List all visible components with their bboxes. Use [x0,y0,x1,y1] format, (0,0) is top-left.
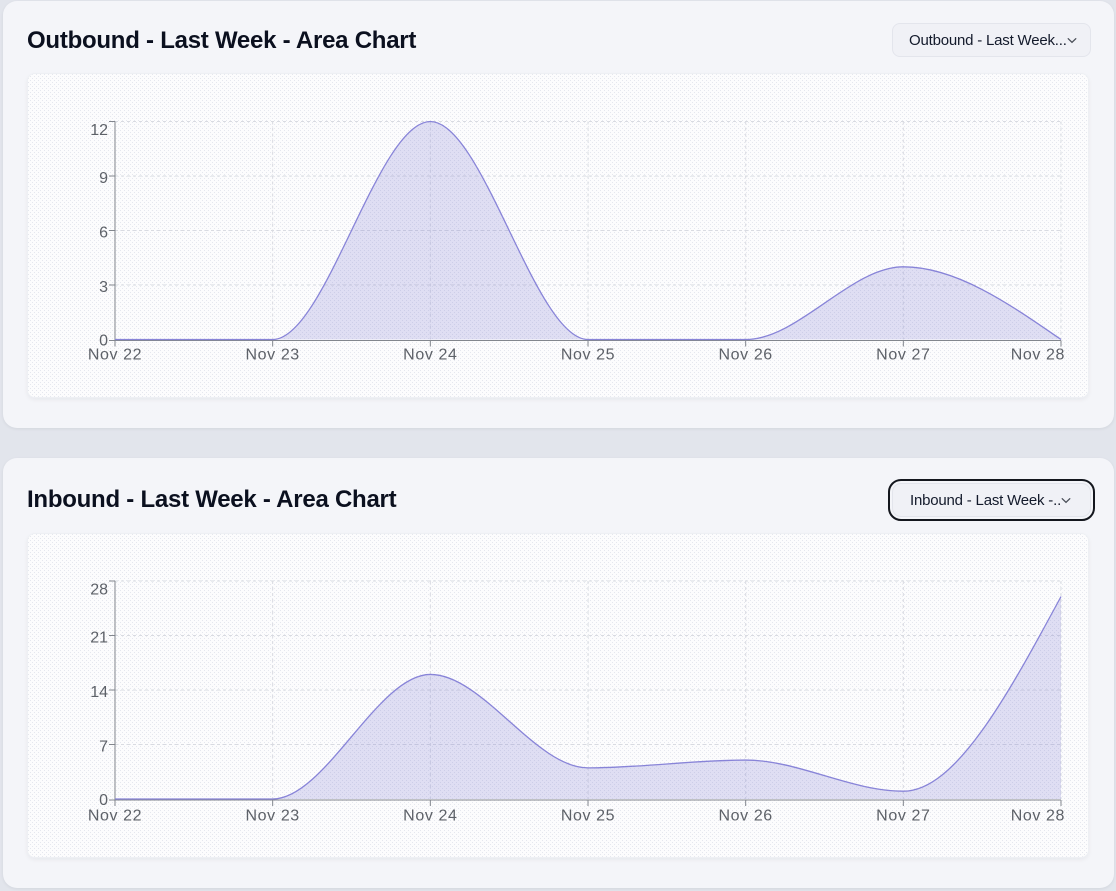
svg-text:3: 3 [99,279,108,296]
svg-text:Nov 25: Nov 25 [561,347,615,364]
svg-text:Nov 27: Nov 27 [876,347,930,364]
svg-text:Nov 24: Nov 24 [403,808,457,825]
svg-text:12: 12 [90,122,108,139]
svg-text:Nov 25: Nov 25 [561,808,615,825]
svg-text:Nov 22: Nov 22 [88,347,142,364]
svg-text:Nov 28: Nov 28 [1011,347,1065,364]
svg-text:28: 28 [90,582,108,599]
svg-text:6: 6 [99,225,108,242]
svg-text:9: 9 [99,170,108,187]
svg-text:Nov 26: Nov 26 [719,808,773,825]
svg-text:Nov 28: Nov 28 [1011,808,1065,825]
svg-text:Nov 22: Nov 22 [88,808,142,825]
svg-text:14: 14 [90,684,108,701]
svg-text:Nov 23: Nov 23 [246,347,300,364]
svg-text:0: 0 [99,333,108,350]
svg-text:0: 0 [99,792,108,809]
svg-text:Nov 24: Nov 24 [403,347,457,364]
svg-text:7: 7 [99,739,108,756]
svg-text:Nov 26: Nov 26 [719,347,773,364]
svg-text:Nov 27: Nov 27 [876,808,930,825]
svg-text:Nov 23: Nov 23 [246,808,300,825]
svg-text:21: 21 [90,630,108,647]
